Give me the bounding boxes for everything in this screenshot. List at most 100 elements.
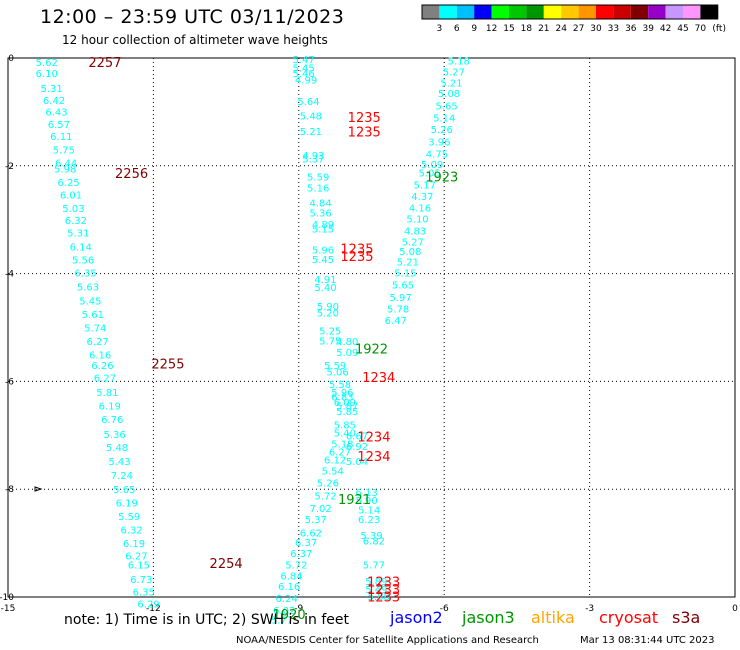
wave-height-label: 5.14 (358, 506, 380, 517)
wave-height-label: 5.87 (336, 402, 358, 413)
pass-time-label: 1235 (340, 242, 373, 257)
wave-height-label: 5.16 (307, 183, 329, 194)
wave-height-label: 6.11 (50, 132, 72, 143)
wave-height-label: 6.16 (278, 582, 300, 593)
wave-height-label: 6.83 (331, 392, 353, 403)
wave-height-label: 6.35 (133, 588, 155, 599)
legend-swatch (561, 5, 579, 19)
legend-label: 39 (642, 24, 654, 34)
wave-height-label: 5.58 (329, 380, 351, 391)
legend-swatch (543, 5, 562, 19)
pass-time-label: 1922 (355, 343, 388, 358)
pass-time-label: 1234 (357, 430, 390, 445)
pass-time-label: 1233 (367, 583, 400, 598)
wave-height-label: 6.73 (130, 575, 152, 586)
wave-height-label: 5.06 (326, 368, 348, 379)
wave-height-label: 5.45 (312, 255, 334, 266)
legend-swatch (630, 5, 649, 19)
legend-swatch (439, 5, 457, 19)
legend-swatch (700, 5, 718, 19)
wave-height-label: 6.19 (123, 539, 145, 550)
legend-label: 6 (454, 24, 460, 34)
x-tick-label: -6 (440, 604, 449, 614)
wave-height-label: 5.27 (402, 237, 424, 248)
wave-height-label: 4.75 (426, 149, 448, 160)
legend-label: 27 (573, 24, 584, 34)
wave-height-label: 5.59 (324, 361, 346, 372)
satellite-name-s3a: s3a (672, 608, 701, 627)
satellite-name-altika: altika (531, 608, 575, 627)
pass-time-label: 1921 (338, 493, 371, 508)
wave-height-label: 4.84 (309, 198, 331, 209)
pass-time-label: 2255 (151, 358, 184, 373)
wave-height-label: 6.27 (87, 337, 109, 348)
legend-swatch (613, 5, 631, 19)
wave-height-label: 5.88 (368, 592, 390, 603)
legend-label: 21 (538, 24, 549, 34)
legend-label: 18 (521, 24, 533, 34)
footer-note: note: 1) Time is in UTC; 2) SWH is in fe… (64, 612, 350, 628)
wave-height-label: 5.90 (317, 302, 339, 313)
wave-height-label: 5.20 (317, 308, 339, 319)
wave-height-label: 6.19 (99, 402, 121, 413)
wave-height-label: 5.15 (312, 224, 334, 235)
wave-height-label: 5.96 (331, 388, 353, 399)
wave-height-label: 5.75 (319, 336, 341, 347)
wave-height-label: 4.93 (302, 151, 324, 162)
wave-height-label: 6.15 (128, 561, 150, 572)
wave-height-label: 5.21 (440, 78, 462, 89)
wave-height-label: 4.37 (411, 192, 433, 203)
wave-height-label: 5.04 (346, 457, 368, 468)
wave-height-label: 5.10 (406, 215, 428, 226)
wave-height-label: 5.78 (387, 305, 409, 316)
wave-height-label: 5.25 (319, 327, 341, 338)
wave-height-label: 5.77 (363, 561, 385, 572)
wave-height-label: 5.36 (103, 430, 125, 441)
wave-height-label: 5.09 (421, 160, 443, 171)
wave-height-label: 5.97 (389, 293, 411, 304)
wave-height-label: 6.43 (45, 107, 67, 118)
wave-height-label: 5.18 (448, 57, 470, 68)
wave-height-label: 6.14 (70, 243, 92, 254)
chart-axes: -15 -12 -9 -6 -3 0 0 -2 -4 -6 -8 -10 (0, 54, 738, 614)
wave-height-label: 6.26 (91, 361, 113, 372)
wave-height-label: 6.57 (48, 120, 70, 131)
wave-height-label: 4.80 (336, 337, 358, 348)
pass-time-label: 1233 (367, 590, 400, 605)
wave-height-label: 5.89 (365, 577, 387, 588)
legend-swatch (509, 5, 527, 19)
pass-time-label: 1920 (273, 608, 306, 623)
wave-height-label: 5.45 (293, 64, 315, 75)
wave-height-label: 6.27 (94, 374, 116, 385)
legend-unit: (ft) (712, 24, 726, 34)
wave-height-label: 5.31 (67, 229, 89, 240)
origin-marker (34, 486, 43, 492)
wave-height-label: 5.65 (435, 101, 457, 112)
wave-height-label: 5.39 (360, 531, 382, 542)
x-tick-label: -9 (294, 604, 303, 614)
wave-height-label: 5.56 (72, 256, 94, 267)
chart-title: 12:00 – 23:59 UTC 03/11/2023 (40, 6, 345, 28)
wave-height-label: 5.90 (356, 496, 378, 507)
wave-height-label: 5.59 (307, 173, 329, 184)
wave-height-label: 6.09 (334, 398, 356, 409)
wave-height-label: 5.65 (392, 280, 414, 291)
wave-height-label: 5.65 (113, 485, 135, 496)
pass-time-label: 1235 (340, 250, 373, 265)
pass-time-label: 1234 (362, 371, 395, 386)
wave-height-label: 5.26 (317, 479, 339, 490)
wave-height-label: 5.63 (77, 283, 99, 294)
y-tick-label: -6 (5, 377, 14, 387)
y-tick-label: -4 (5, 270, 14, 280)
wave-height-label: 5.72 (314, 492, 336, 503)
wave-height-label: 6.16 (89, 350, 111, 361)
legend-label: 3 (437, 24, 443, 34)
wave-height-label: 5.59 (118, 512, 140, 523)
wave-height-label: 6.37 (295, 538, 317, 549)
legend-label: 15 (503, 24, 514, 34)
wave-height-label: 6.32 (120, 526, 142, 537)
wave-height-label: 5.27 (443, 67, 465, 78)
wave-height-label: 6.25 (57, 178, 79, 189)
wave-height-label: 6.62 (300, 528, 322, 539)
